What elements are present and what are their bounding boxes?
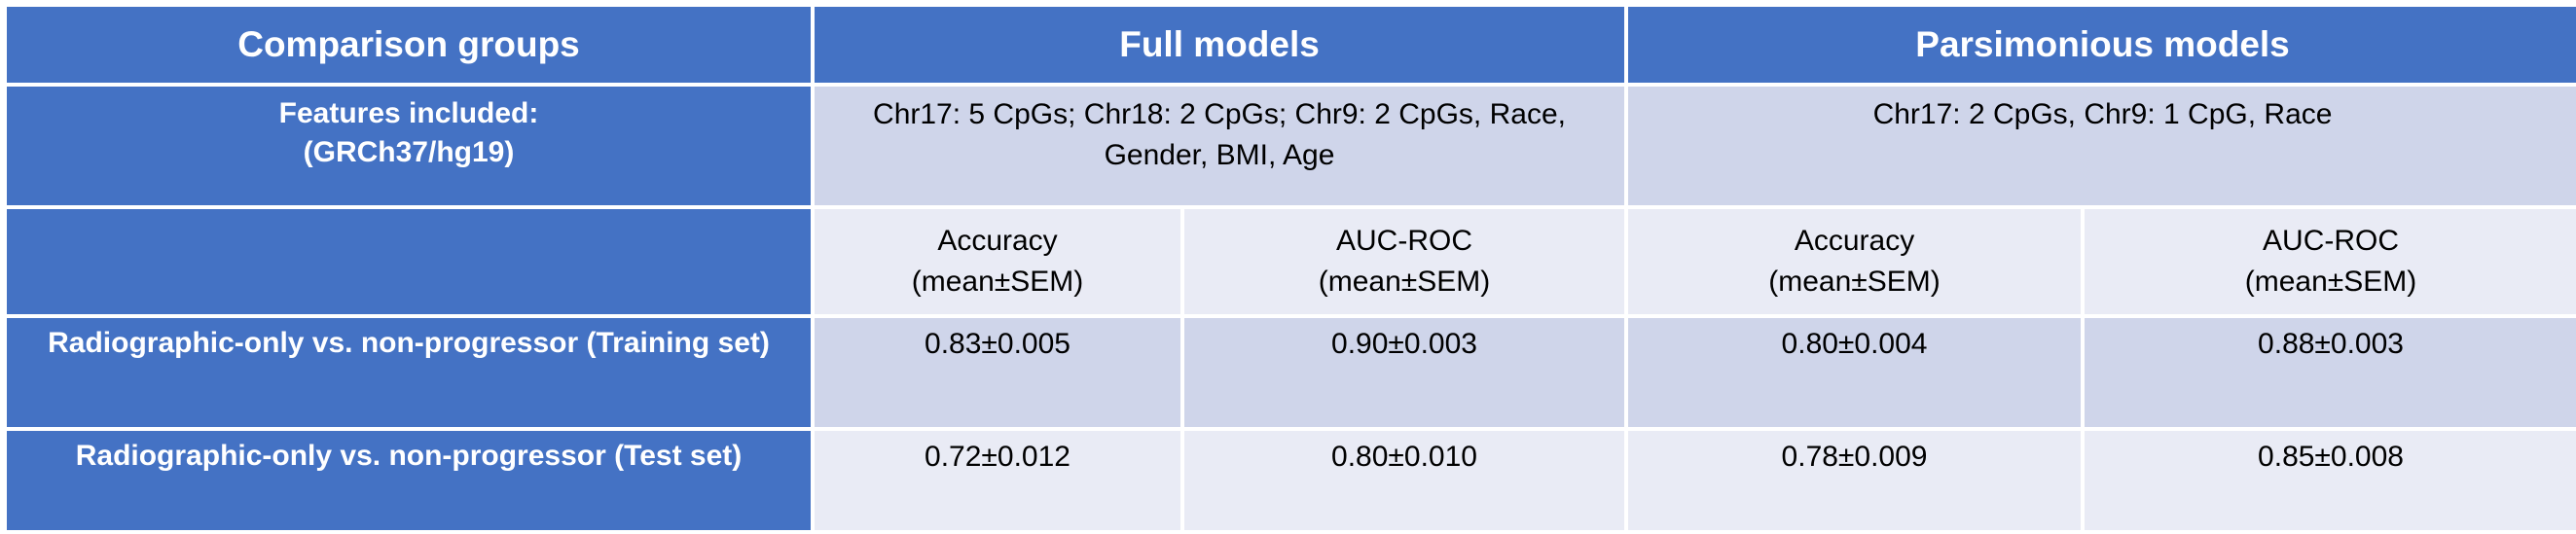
cell-full-accuracy-test: 0.72±0.012 — [815, 431, 1180, 530]
metric-row-label — [7, 209, 811, 314]
header-comparison-groups: Comparison groups — [7, 7, 811, 83]
table-row: Radiographic-only vs. non-progressor (Tr… — [7, 318, 2576, 427]
metric-header-row: Accuracy (mean±SEM) AUC-ROC (mean±SEM) A… — [7, 209, 2576, 314]
row-label-test: Radiographic-only vs. non-progressor (Te… — [7, 431, 811, 530]
table-row: Radiographic-only vs. non-progressor (Te… — [7, 431, 2576, 530]
metric-full-auc: AUC-ROC (mean±SEM) — [1184, 209, 1625, 314]
features-full: Chr17: 5 CpGs; Chr18: 2 CpGs; Chr9: 2 Cp… — [815, 87, 1625, 205]
cell-full-accuracy-training: 0.83±0.005 — [815, 318, 1180, 427]
features-label: Features included: (GRCh37/hg19) — [7, 87, 811, 205]
metric-pars-accuracy: Accuracy (mean±SEM) — [1628, 209, 2082, 314]
row-label-training: Radiographic-only vs. non-progressor (Tr… — [7, 318, 811, 427]
cell-pars-auc-training: 0.88±0.003 — [2085, 318, 2576, 427]
cell-pars-auc-test: 0.85±0.008 — [2085, 431, 2576, 530]
header-full-models: Full models — [815, 7, 1625, 83]
results-table: Comparison groups Full models Parsimonio… — [3, 3, 2576, 534]
cell-pars-accuracy-training: 0.80±0.004 — [1628, 318, 2082, 427]
header-row: Comparison groups Full models Parsimonio… — [7, 7, 2576, 83]
metric-pars-auc: AUC-ROC (mean±SEM) — [2085, 209, 2576, 314]
cell-pars-accuracy-test: 0.78±0.009 — [1628, 431, 2082, 530]
cell-full-auc-training: 0.90±0.003 — [1184, 318, 1625, 427]
cell-full-auc-test: 0.80±0.010 — [1184, 431, 1625, 530]
metric-full-accuracy: Accuracy (mean±SEM) — [815, 209, 1180, 314]
features-row: Features included: (GRCh37/hg19) Chr17: … — [7, 87, 2576, 205]
features-parsimonious: Chr17: 2 CpGs, Chr9: 1 CpG, Race — [1628, 87, 2576, 205]
header-parsimonious-models: Parsimonious models — [1628, 7, 2576, 83]
